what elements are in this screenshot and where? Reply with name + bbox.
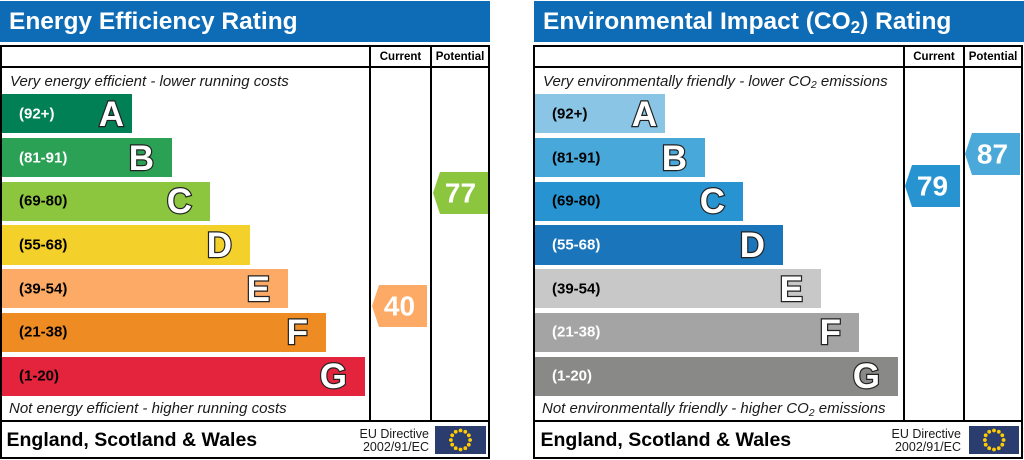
svg-text:E: E [247, 269, 270, 308]
svg-text:40: 40 [383, 291, 414, 322]
svg-text:B: B [662, 138, 687, 177]
svg-text:E: E [780, 269, 803, 308]
svg-text:G: G [853, 357, 880, 396]
svg-text:F: F [820, 313, 841, 352]
svg-text:A: A [632, 94, 657, 133]
svg-text:G: G [320, 357, 347, 396]
svg-text:B: B [129, 138, 154, 177]
svg-text:79: 79 [916, 170, 947, 201]
svg-text:87: 87 [977, 138, 1008, 169]
svg-text:C: C [167, 182, 192, 221]
svg-text:D: D [739, 226, 764, 265]
svg-text:77: 77 [445, 177, 476, 208]
svg-text:F: F [287, 313, 308, 352]
svg-text:D: D [206, 226, 231, 265]
svg-text:C: C [700, 182, 725, 221]
svg-text:A: A [99, 94, 124, 133]
